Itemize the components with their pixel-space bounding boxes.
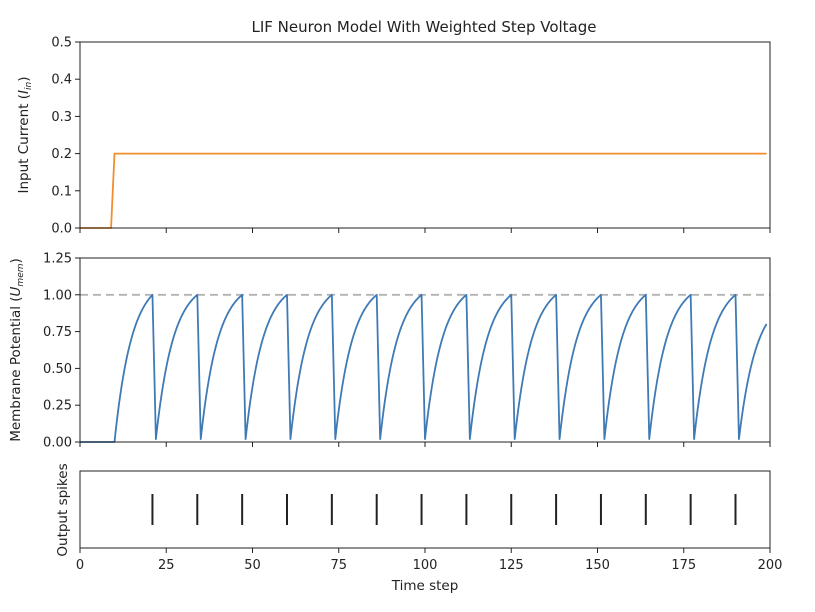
y-tick-label: 1.25 xyxy=(43,252,72,267)
membrane-potential-y-label: Membrane Potential (Umem) xyxy=(8,258,26,442)
input-current-panel: 0.0 0.1 0.2 0.3 0.4 0.5 Input Current (Iin) xyxy=(16,36,771,237)
membrane-potential-y-label-symbol: U xyxy=(8,286,24,296)
membrane-potential-plot-area xyxy=(80,293,770,443)
x-tick-label: 0 xyxy=(76,558,84,573)
x-tick-label: 150 xyxy=(585,558,610,573)
input-current-y-label-symbol: I xyxy=(16,90,32,94)
x-tick-label: 175 xyxy=(671,558,696,573)
y-tick-label: 0.00 xyxy=(43,436,72,451)
output-spikes-plot-area xyxy=(151,494,737,525)
y-tick-label: 0.0 xyxy=(51,222,72,237)
membrane-potential-frame xyxy=(79,257,771,443)
output-spikes-frame xyxy=(79,470,771,549)
membrane-potential-y-ticks: 0.00 0.25 0.50 0.75 1.00 1.25 xyxy=(43,252,80,451)
x-tick-label: 100 xyxy=(413,558,438,573)
x-tick-label: 125 xyxy=(499,558,524,573)
x-axis-label: Time step xyxy=(391,578,459,594)
input-current-y-label-end: ) xyxy=(16,77,32,82)
membrane-potential-line xyxy=(80,293,768,443)
input-current-y-label-main: Input Current ( xyxy=(16,94,32,194)
x-tick-label: 25 xyxy=(158,558,175,573)
y-tick-label: 0.50 xyxy=(43,362,72,377)
x-tick-label: 50 xyxy=(244,558,261,573)
output-spikes-y-label: Output spikes xyxy=(55,463,71,556)
y-tick-label: 0.25 xyxy=(43,399,72,414)
x-tick-label: 75 xyxy=(330,558,347,573)
input-current-y-label-subscript: in xyxy=(24,81,34,90)
y-tick-label: 0.3 xyxy=(51,110,72,125)
input-current-frame xyxy=(79,41,771,229)
membrane-potential-y-label-subscript: mem xyxy=(16,263,26,286)
figure-title: LIF Neuron Model With Weighted Step Volt… xyxy=(251,18,596,36)
membrane-potential-y-label-end: ) xyxy=(8,258,24,263)
y-tick-label: 0.4 xyxy=(51,73,72,88)
y-tick-label: 0.2 xyxy=(51,147,72,162)
y-tick-label: 1.00 xyxy=(43,288,72,303)
output-spikes-x-ticks: 0 25 50 75 100 125 150 175 200 xyxy=(76,548,783,573)
membrane-potential-y-label-main: Membrane Potential ( xyxy=(8,296,24,441)
membrane-potential-x-ticks xyxy=(79,442,771,447)
output-spikes-panel: 0 25 50 75 100 125 150 175 200 Output spikes Tim… xyxy=(55,463,782,594)
input-current-y-label: Input Current (Iin) xyxy=(16,77,34,194)
input-current-y-ticks: 0.0 0.1 0.2 0.3 0.4 0.5 xyxy=(51,36,80,237)
membrane-potential-panel: 0.00 0.25 0.50 0.75 1.00 1.25 Membrane Potent… xyxy=(8,252,771,451)
y-tick-label: 0.1 xyxy=(51,184,72,199)
x-tick-label: 200 xyxy=(758,558,783,573)
y-tick-label: 0.75 xyxy=(43,325,72,340)
input-current-x-ticks xyxy=(79,228,771,233)
y-tick-label: 0.5 xyxy=(51,36,72,51)
